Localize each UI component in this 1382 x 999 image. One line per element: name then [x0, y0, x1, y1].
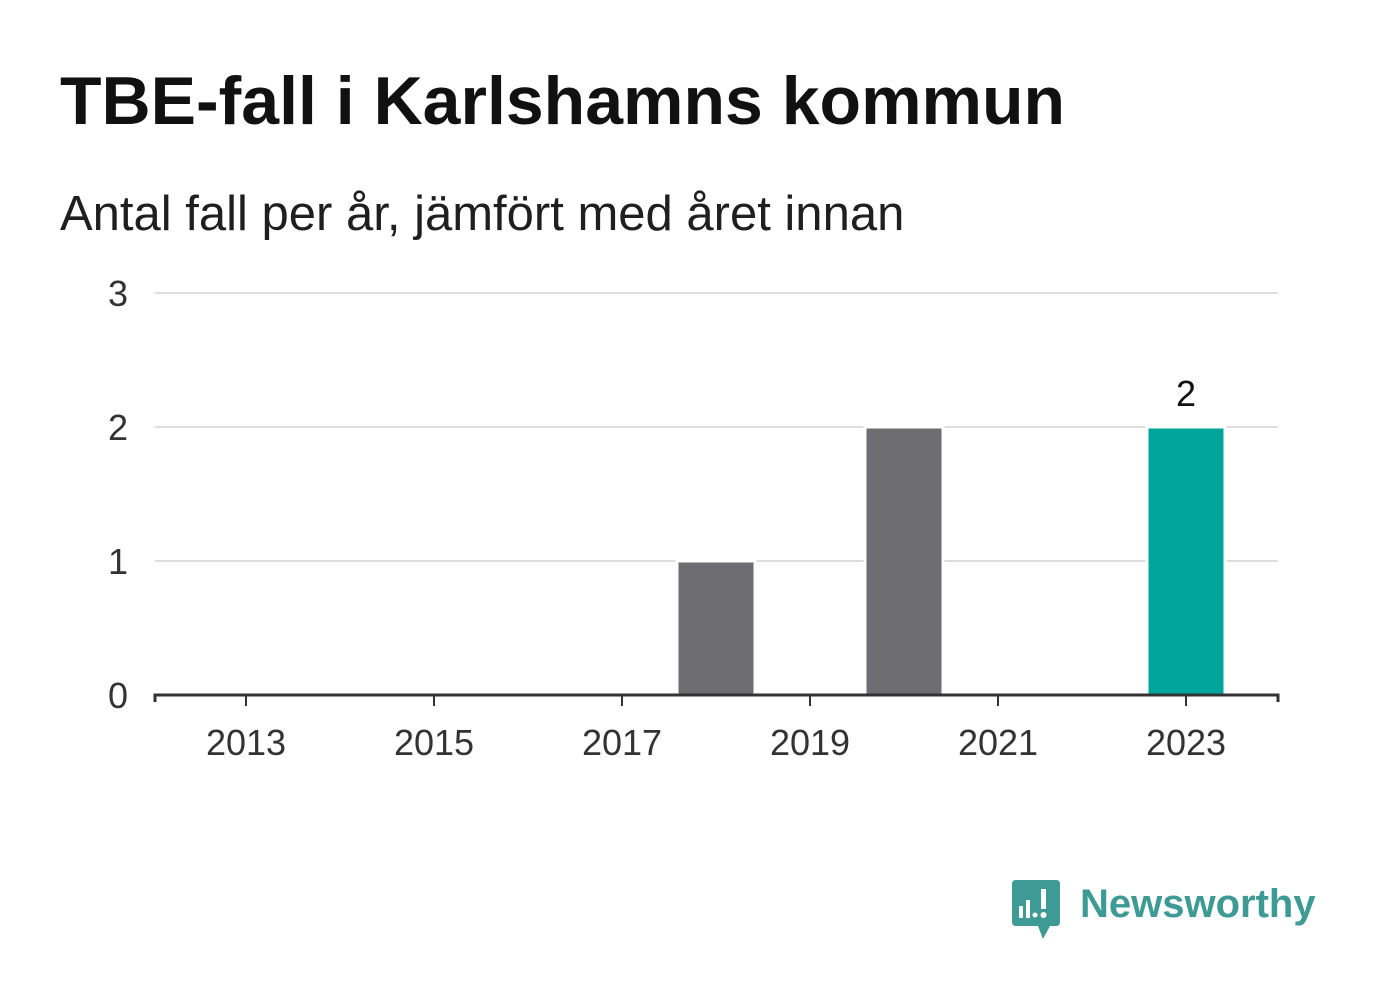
x-tick-label: 2023 [1146, 722, 1226, 763]
data-labels: 2 [1176, 373, 1196, 414]
x-axis-line [153, 693, 1280, 702]
chart-subtitle: Antal fall per år, jämfört med året inna… [60, 187, 905, 241]
x-tick-label: 2017 [582, 722, 662, 763]
chart-title: TBE-fall i Karlshamns kommun [60, 63, 1066, 139]
bar-2018 [675, 559, 757, 697]
y-tick-label: 1 [108, 541, 128, 582]
x-tick-label: 2019 [770, 722, 850, 763]
x-tick-label: 2015 [394, 722, 474, 763]
x-tick-label: 2021 [958, 722, 1038, 763]
brand-name: Newsworthy [1080, 882, 1316, 926]
y-tick-label: 2 [108, 407, 128, 448]
bar-2023 [1145, 425, 1227, 697]
x-tick-label: 2013 [206, 722, 286, 763]
y-tick-label: 3 [108, 273, 128, 314]
data-label: 2 [1176, 373, 1196, 414]
y-axis: 0 1 2 3 [108, 273, 128, 716]
y-tick-label: 0 [108, 675, 128, 716]
brand-logo: Newsworthy [1012, 878, 1332, 942]
newsworthy-logo-icon [1012, 880, 1060, 939]
x-axis: 2013 2015 2017 2019 2021 2023 [153, 693, 1280, 763]
bar-2020 [863, 425, 945, 697]
gridlines [155, 292, 1278, 562]
